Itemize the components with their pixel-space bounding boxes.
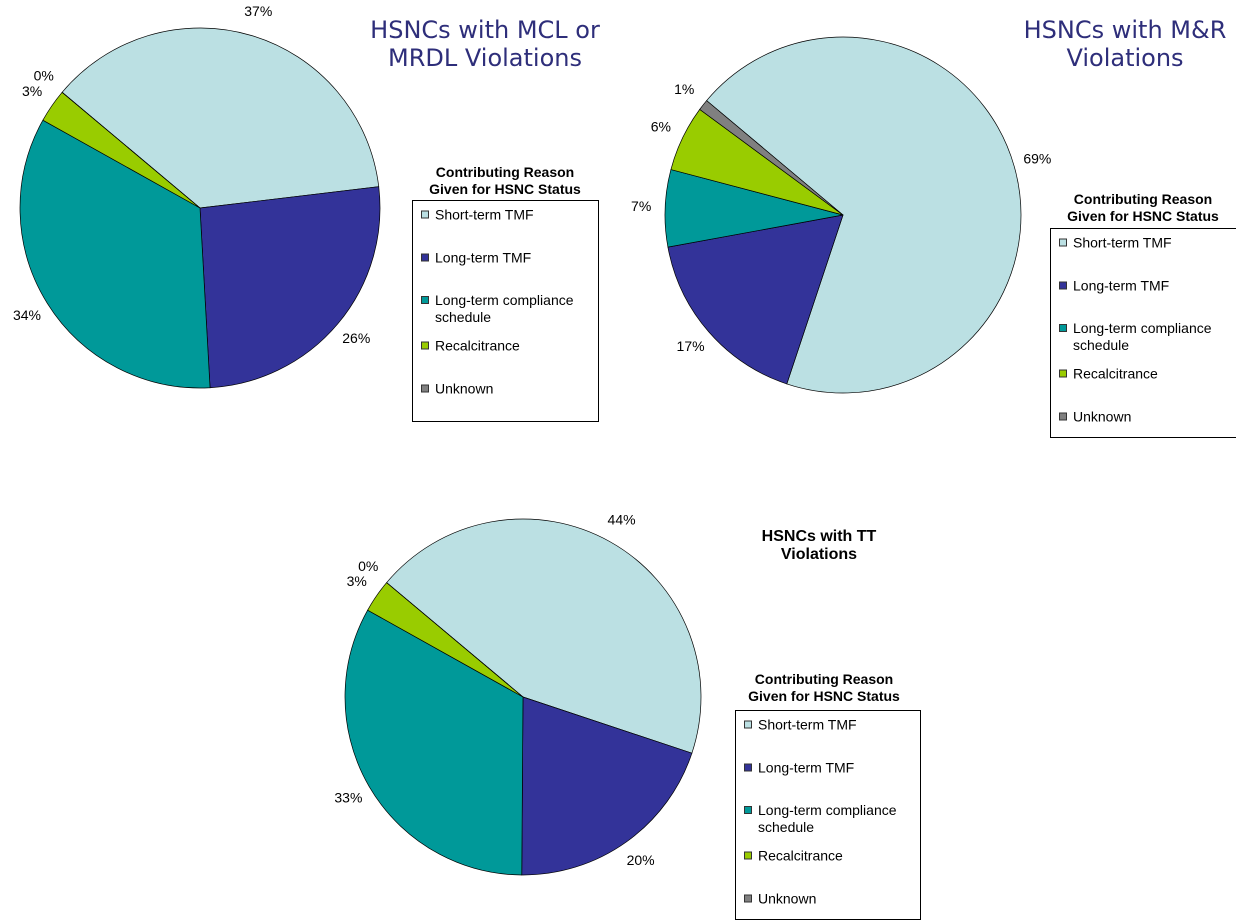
legend-entry: Long-term compliance schedule bbox=[744, 802, 928, 836]
legend-entry: Unknown bbox=[744, 891, 928, 908]
legend-entry: Long-term TMF bbox=[744, 760, 928, 777]
legend-label: Short-term TMF bbox=[758, 716, 857, 733]
legend-title: Contributing Reason Given for HSNC Statu… bbox=[429, 164, 581, 197]
legend-entry: Short-term TMF bbox=[1059, 235, 1236, 252]
legend-entry: Long-term TMF bbox=[421, 250, 605, 267]
data-label: 69% bbox=[1023, 151, 1051, 167]
legend-swatch bbox=[421, 384, 429, 393]
pie-slice bbox=[199, 186, 381, 389]
legend-label: Long-term TMF bbox=[435, 249, 532, 266]
legend-swatch bbox=[744, 851, 752, 860]
legend-entry: Unknown bbox=[421, 381, 605, 398]
data-label: 7% bbox=[631, 198, 651, 214]
legend-swatch bbox=[421, 296, 429, 304]
data-label: 34% bbox=[13, 307, 41, 323]
chart-title: HSNCs with M&R Violations bbox=[1023, 16, 1227, 72]
legend: Short-term TMF Long-term TMF Long-term com… bbox=[735, 710, 921, 920]
data-label: 44% bbox=[608, 511, 636, 527]
legend-label: Recalcitrance bbox=[758, 847, 843, 864]
legend-swatch bbox=[421, 253, 429, 262]
legend-swatch bbox=[744, 720, 752, 729]
legend-swatch bbox=[744, 894, 752, 903]
chart-title: HSNCs with MCL or MRDL Violations bbox=[370, 16, 600, 72]
legend-entry: Unknown bbox=[1059, 409, 1236, 426]
legend-label: Long-term TMF bbox=[1073, 277, 1170, 294]
pie-slice bbox=[61, 27, 380, 209]
legend-label: Long-term compliance schedule bbox=[758, 802, 897, 835]
data-label: 20% bbox=[627, 852, 655, 868]
pie-slice bbox=[667, 214, 844, 385]
legend-entry: Recalcitrance bbox=[744, 848, 928, 865]
pie-slice bbox=[521, 696, 693, 876]
legend-label: Unknown bbox=[758, 890, 817, 907]
legend-label: Long-term compliance schedule bbox=[1073, 320, 1212, 353]
legend-label: Recalcitrance bbox=[1073, 365, 1158, 382]
data-label: 3% bbox=[347, 573, 367, 589]
legend-entry: Long-term compliance schedule bbox=[421, 292, 605, 326]
legend-entry: Recalcitrance bbox=[1059, 366, 1236, 383]
legend-entry: Short-term TMF bbox=[744, 717, 928, 734]
pie-slice bbox=[344, 609, 524, 876]
legend-entry: Short-term TMF bbox=[421, 207, 605, 224]
data-label: 17% bbox=[677, 338, 705, 354]
data-label: 0% bbox=[34, 68, 54, 84]
legend: Short-term TMF Long-term TMF Long-term com… bbox=[1050, 228, 1236, 438]
legend-swatch bbox=[744, 763, 752, 772]
legend-label: Recalcitrance bbox=[435, 337, 520, 354]
legend-label: Long-term compliance schedule bbox=[435, 292, 574, 325]
legend-swatch bbox=[1059, 324, 1067, 332]
legend-swatch bbox=[744, 806, 752, 814]
chart-title: HSNCs with TT Violations bbox=[761, 528, 877, 563]
legend-swatch bbox=[1059, 412, 1067, 421]
legend-entry: Recalcitrance bbox=[421, 338, 605, 355]
pie-slice bbox=[706, 36, 1022, 394]
legend-swatch bbox=[1059, 369, 1067, 378]
legend-label: Unknown bbox=[1073, 408, 1132, 425]
legend-swatch bbox=[421, 341, 429, 350]
legend-title: Contributing Reason Given for HSNC Statu… bbox=[748, 671, 900, 704]
pie-slice bbox=[386, 518, 702, 754]
legend-swatch bbox=[1059, 281, 1067, 290]
legend: Short-term TMF Long-term TMF Long-term com… bbox=[412, 200, 599, 422]
data-label: 1% bbox=[674, 81, 694, 97]
legend-swatch bbox=[1059, 238, 1067, 247]
legend-label: Short-term TMF bbox=[1073, 234, 1172, 251]
pie-slice bbox=[42, 91, 201, 209]
data-label: 26% bbox=[342, 330, 370, 346]
data-label: 6% bbox=[651, 118, 671, 134]
data-label: 3% bbox=[22, 83, 42, 99]
legend-swatch bbox=[421, 210, 429, 219]
data-label: 33% bbox=[334, 789, 362, 805]
legend-entry: Long-term TMF bbox=[1059, 278, 1236, 295]
legend-title: Contributing Reason Given for HSNC Statu… bbox=[1067, 191, 1219, 224]
data-label: 0% bbox=[358, 558, 378, 574]
legend-label: Unknown bbox=[435, 380, 494, 397]
data-label: 37% bbox=[244, 3, 272, 19]
legend-label: Long-term TMF bbox=[758, 759, 855, 776]
legend-label: Short-term TMF bbox=[435, 206, 534, 223]
pie-slice bbox=[386, 582, 524, 698]
legend-entry: Long-term compliance schedule bbox=[1059, 320, 1236, 354]
pie-slice bbox=[699, 100, 844, 216]
